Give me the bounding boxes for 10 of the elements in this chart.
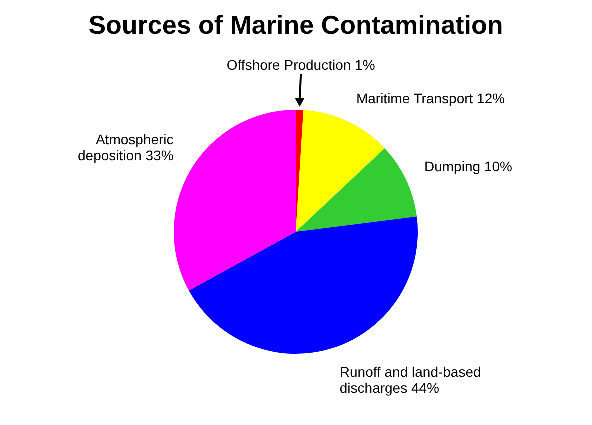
slice-label: Atmospheric deposition 33%	[78, 132, 174, 164]
slice-label: Dumping 10%	[424, 158, 512, 175]
pie-slice	[174, 110, 296, 291]
pie-slice	[296, 110, 385, 232]
slice-label: Runoff and land-based discharges 44%	[340, 364, 482, 396]
chart-title: Sources of Marine Contamination	[88, 10, 504, 41]
slice-label: Maritime Transport 12%	[356, 90, 506, 107]
pie-slice	[189, 216, 418, 354]
slice-label: Offshore Production 1%	[226, 57, 376, 74]
pie-slice	[296, 148, 418, 232]
